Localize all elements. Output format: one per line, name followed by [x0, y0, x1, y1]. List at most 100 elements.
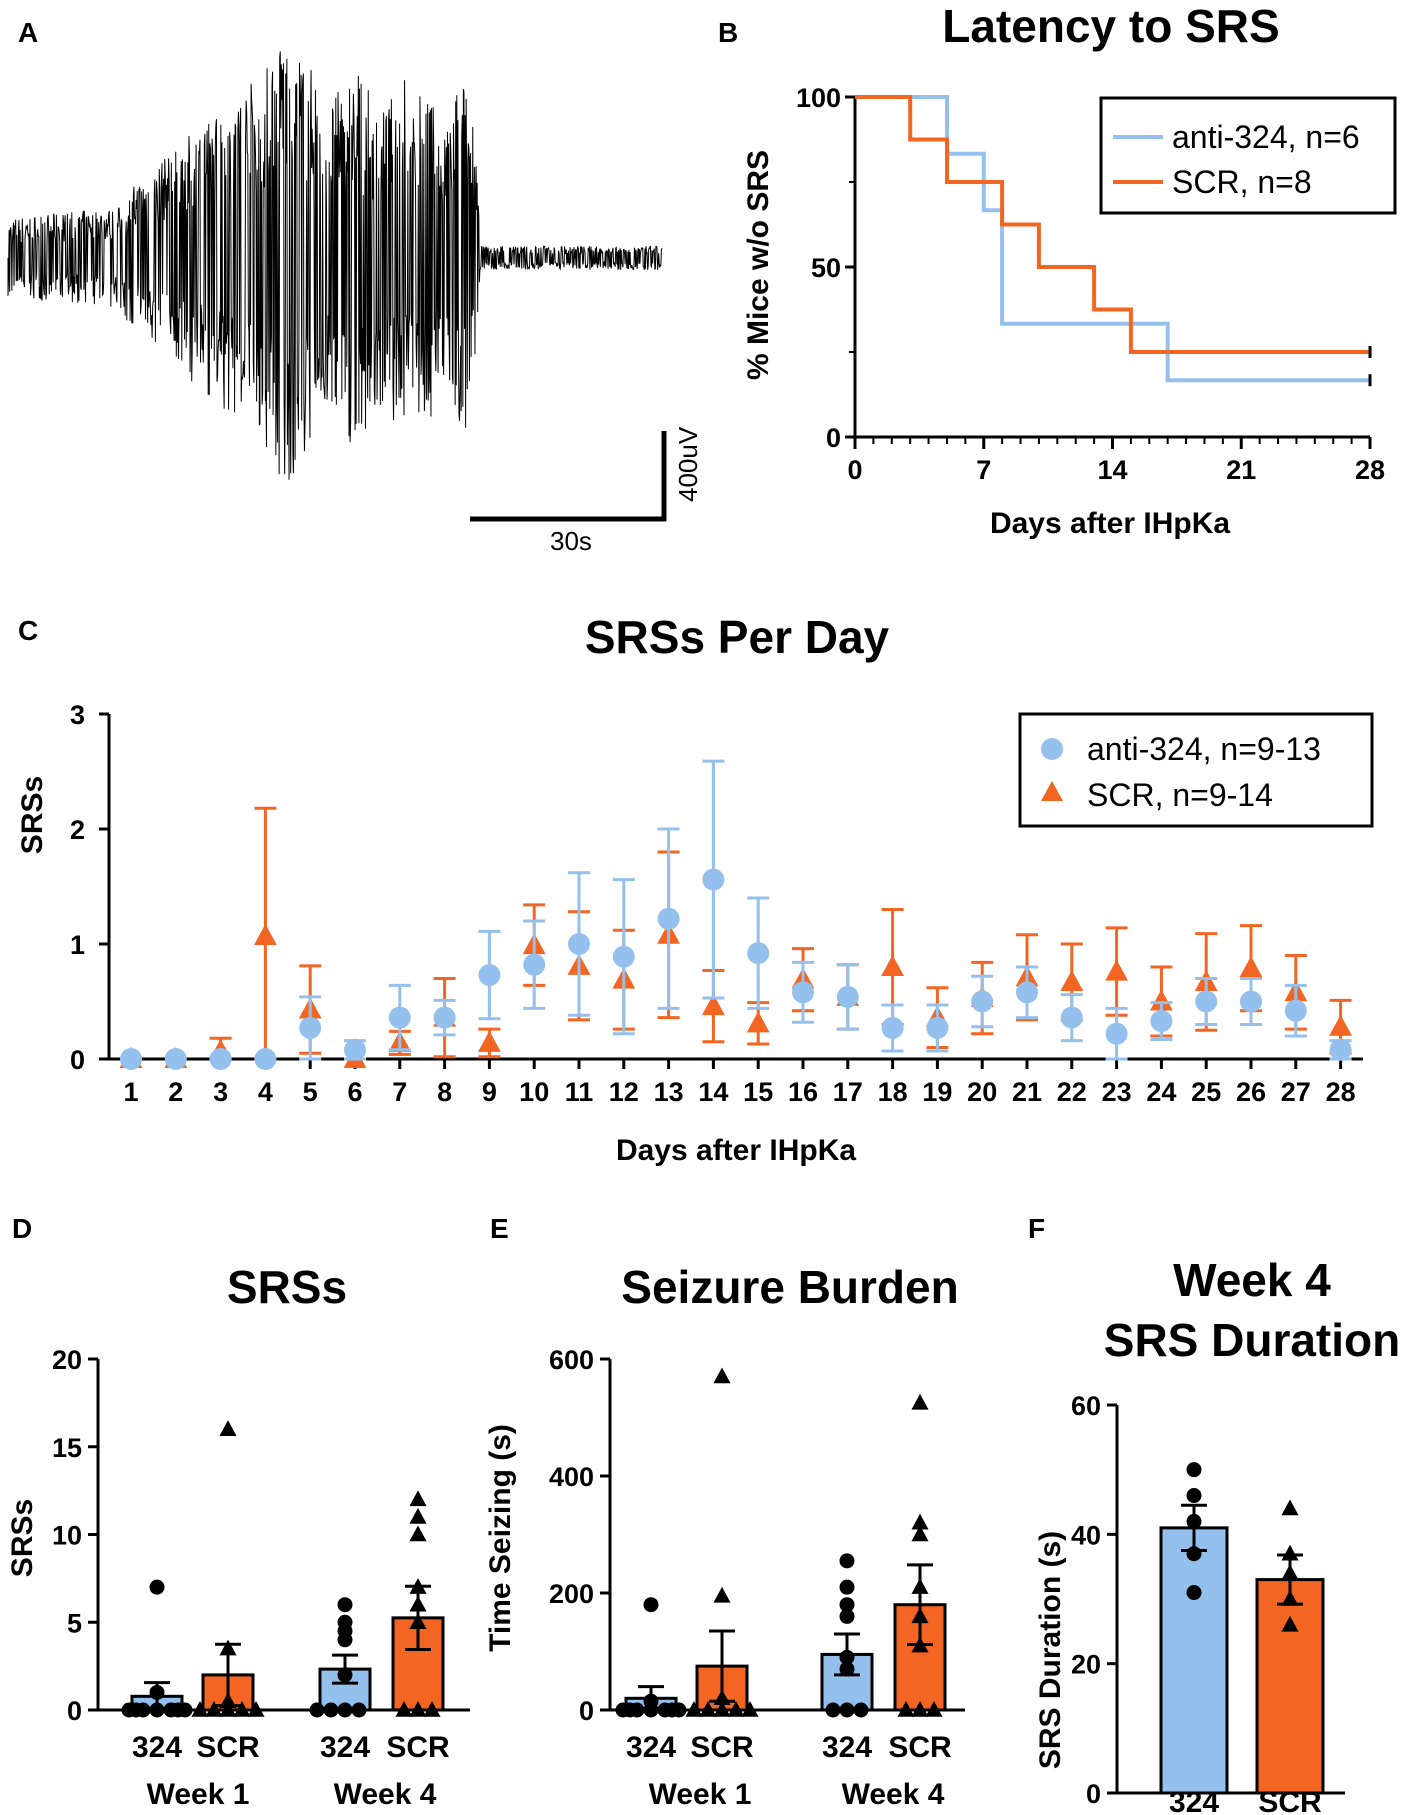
chart-c-point-scr [1239, 956, 1263, 978]
chart-d-datapoint [205, 1701, 223, 1717]
chart-f-datapoint [1186, 1488, 1202, 1504]
chart-c-ytick-label: 1 [70, 930, 85, 960]
chart-c-point-scr [478, 1030, 501, 1052]
chart-e-datapoint [622, 1702, 638, 1718]
chart-c-point-anti324 [164, 1048, 187, 1070]
panel-letter-f: F [1028, 1213, 1045, 1244]
chart-c-point-anti324 [747, 942, 770, 965]
chart-b-series-scr [855, 95, 1370, 354]
chart-c-xtick-label: 4 [258, 1077, 273, 1107]
chart-c-point-anti324 [388, 1006, 411, 1029]
panel-a-eeg-trace: 30s 400uV [7, 51, 703, 556]
chart-f-datapoint [1186, 1513, 1202, 1529]
chart-d-datapoint [149, 1684, 165, 1700]
panel-b-latency-chart: Latency to SRS % Mice w/o SRS Days after… [742, 0, 1397, 540]
chart-d-datapoint [309, 1702, 325, 1718]
chart-c-point-anti324 [971, 990, 994, 1013]
chart-e-datapoint [839, 1649, 855, 1665]
chart-f-ytick-label: 60 [1071, 1391, 1101, 1421]
chart-d-datapoint [409, 1613, 427, 1629]
chart-c-point-scr [1060, 969, 1084, 991]
chart-d-ylabel: SRSs [6, 1499, 39, 1577]
chart-d-datapoint [233, 1701, 251, 1717]
chart-c-xtick-label: 10 [519, 1077, 549, 1107]
chart-d-datapoint [149, 1702, 165, 1718]
chart-d-category-label: SCR [386, 1731, 450, 1764]
chart-c-xtick-label: 24 [1146, 1077, 1176, 1107]
chart-b-xtick-label: 0 [847, 455, 862, 485]
chart-e-datapoint [741, 1701, 759, 1717]
chart-c-point-anti324 [209, 1048, 232, 1070]
chart-c-point-anti324 [568, 933, 590, 955]
chart-d-datapoint [409, 1701, 427, 1717]
chart-e-datapoint [713, 1367, 731, 1384]
chart-e-datapoint [643, 1702, 659, 1718]
chart-c-ytick-label: 3 [70, 700, 85, 730]
chart-c-point-scr [881, 955, 904, 976]
chart-c-xtick-label: 25 [1191, 1077, 1221, 1107]
chart-d-datapoint [423, 1701, 441, 1717]
chart-f-datapoint [1281, 1590, 1299, 1606]
chart-d-ytick-label: 15 [52, 1433, 82, 1463]
chart-c-point-anti324 [254, 1048, 277, 1070]
chart-b-xtick-label: 28 [1355, 455, 1385, 485]
chart-e-datapoint [685, 1701, 703, 1717]
chart-d-ytick-label: 5 [67, 1608, 82, 1638]
chart-e-datapoint [911, 1393, 929, 1410]
chart-d-datapoint [337, 1702, 353, 1718]
chart-c-xtick-label: 11 [565, 1077, 594, 1107]
chart-c-xtick-label: 26 [1236, 1077, 1266, 1107]
chart-c-point-anti324 [1060, 1006, 1083, 1029]
chart-e-datapoint [825, 1702, 841, 1718]
chart-e-category-label: 324 [626, 1731, 676, 1764]
chart-d-datapoint [219, 1692, 237, 1708]
chart-f-datapoint [1186, 1546, 1202, 1562]
chart-d-datapoint [323, 1702, 339, 1718]
chart-b-xtick-label: 14 [1097, 455, 1127, 485]
panel-letter-c: C [18, 615, 38, 646]
chart-c-xtick-label: 5 [303, 1077, 318, 1107]
chart-e-category-label: 324 [822, 1731, 872, 1764]
chart-e-datapoint [727, 1701, 745, 1717]
chart-c-xtick-label: 12 [609, 1077, 639, 1107]
chart-e-datapoint [839, 1608, 855, 1624]
chart-b-legend-box [1099, 96, 1397, 215]
chart-f-datapoint [1281, 1499, 1299, 1516]
chart-e-ytick-label: 0 [579, 1696, 594, 1726]
chart-c-xtick-label: 8 [437, 1077, 452, 1107]
chart-c-xtick-label: 3 [213, 1077, 228, 1107]
chart-f-ylabel: SRS Duration (s) [1034, 1531, 1067, 1769]
chart-e-datapoint [713, 1689, 731, 1706]
chart-e-group-label: Week 1 [649, 1778, 752, 1811]
chart-c-point-anti324 [657, 907, 680, 930]
chart-d-datapoint [219, 1639, 237, 1656]
chart-c-title: SRSs Per Day [585, 611, 890, 663]
chart-e-ytick-label: 400 [549, 1462, 594, 1492]
chart-d-category-label: SCR [196, 1731, 260, 1764]
chart-d-category-label: 324 [320, 1731, 370, 1764]
chart-e-datapoint [839, 1661, 855, 1677]
chart-c-point-anti324 [344, 1038, 366, 1061]
chart-e-datapoint [839, 1579, 855, 1595]
chart-c-xtick-label: 7 [392, 1077, 407, 1107]
chart-c-point-anti324 [612, 945, 635, 968]
chart-c-point-scr [746, 1011, 770, 1033]
chart-c-point-scr [702, 994, 725, 1016]
chart-f-bar [1255, 1578, 1325, 1795]
chart-b-xtick-label: 21 [1226, 455, 1256, 485]
chart-c-point-anti324 [299, 1016, 322, 1039]
scale-label-time: 30s [550, 526, 592, 556]
chart-d-datapoint [191, 1701, 209, 1717]
panel-letter-e: E [490, 1213, 509, 1244]
chart-c-ytick-label: 0 [70, 1045, 85, 1075]
chart-d-datapoint [337, 1667, 353, 1683]
chart-c-xtick-label: 23 [1102, 1077, 1132, 1107]
chart-c-point-anti324 [433, 1006, 456, 1029]
chart-e-title: Seizure Burden [621, 1261, 958, 1313]
chart-d-group-label: Week 4 [334, 1778, 437, 1811]
chart-d-datapoint [219, 1701, 237, 1717]
chart-c-xtick-label: 15 [743, 1077, 773, 1107]
legend-c-label-scr: SCR, n=9-14 [1087, 777, 1273, 813]
chart-e-datapoint [853, 1702, 869, 1718]
chart-f-bar [1159, 1526, 1229, 1795]
